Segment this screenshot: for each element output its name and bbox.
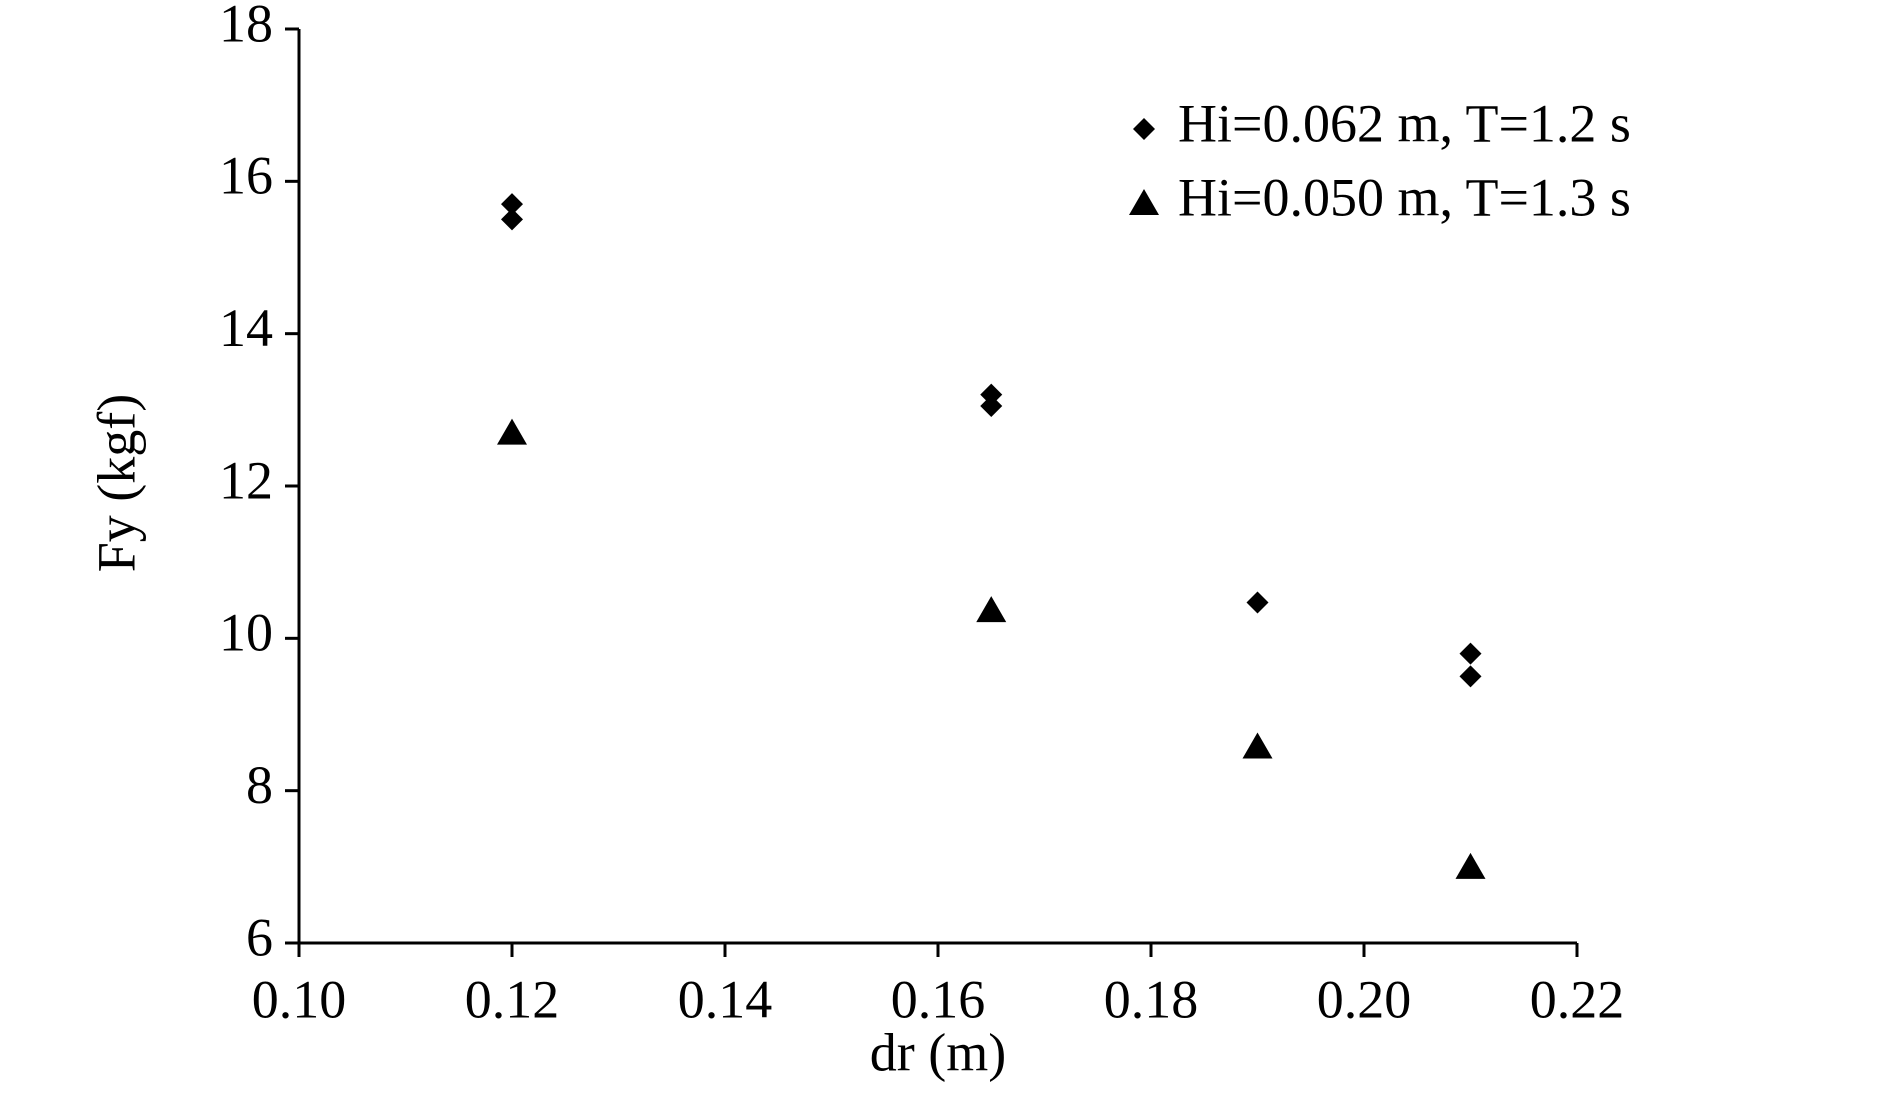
data-point bbox=[1242, 732, 1273, 759]
y-tick-label: 14 bbox=[219, 298, 273, 358]
x-tick-label: 0.12 bbox=[465, 969, 560, 1029]
x-tick-label: 0.10 bbox=[252, 969, 347, 1029]
y-tick-label: 6 bbox=[246, 907, 273, 967]
x-tick-label: 0.16 bbox=[891, 969, 986, 1029]
x-tick-label: 0.14 bbox=[678, 969, 773, 1029]
x-tick-label: 0.18 bbox=[1104, 969, 1199, 1029]
y-tick-label: 16 bbox=[219, 146, 273, 206]
data-point bbox=[980, 383, 1003, 406]
y-tick-label: 10 bbox=[219, 603, 273, 663]
data-point bbox=[1455, 852, 1486, 879]
x-tick-label: 0.20 bbox=[1317, 969, 1412, 1029]
data-point bbox=[501, 193, 523, 216]
x-tick-label: 0.22 bbox=[1530, 969, 1625, 1029]
legend-label: Hi=0.062 m, T=1.2 s bbox=[1178, 93, 1631, 153]
data-point bbox=[980, 395, 1003, 418]
x-axis-label: dr (m) bbox=[870, 1022, 1006, 1082]
y-tick-label: 8 bbox=[246, 755, 273, 815]
data-point bbox=[1246, 591, 1269, 614]
data-point bbox=[1459, 665, 1482, 688]
y-axis-label: Fy (kgf) bbox=[86, 394, 146, 572]
data-point bbox=[497, 418, 527, 445]
y-tick-label: 12 bbox=[219, 450, 273, 510]
legend-marker bbox=[1133, 118, 1155, 140]
legend-label: Hi=0.050 m, T=1.3 s bbox=[1178, 167, 1631, 227]
legend-marker bbox=[1129, 189, 1159, 215]
y-tick-label: 18 bbox=[219, 0, 273, 53]
data-point bbox=[1459, 642, 1482, 665]
data-point bbox=[976, 596, 1007, 623]
data-point bbox=[501, 208, 523, 231]
